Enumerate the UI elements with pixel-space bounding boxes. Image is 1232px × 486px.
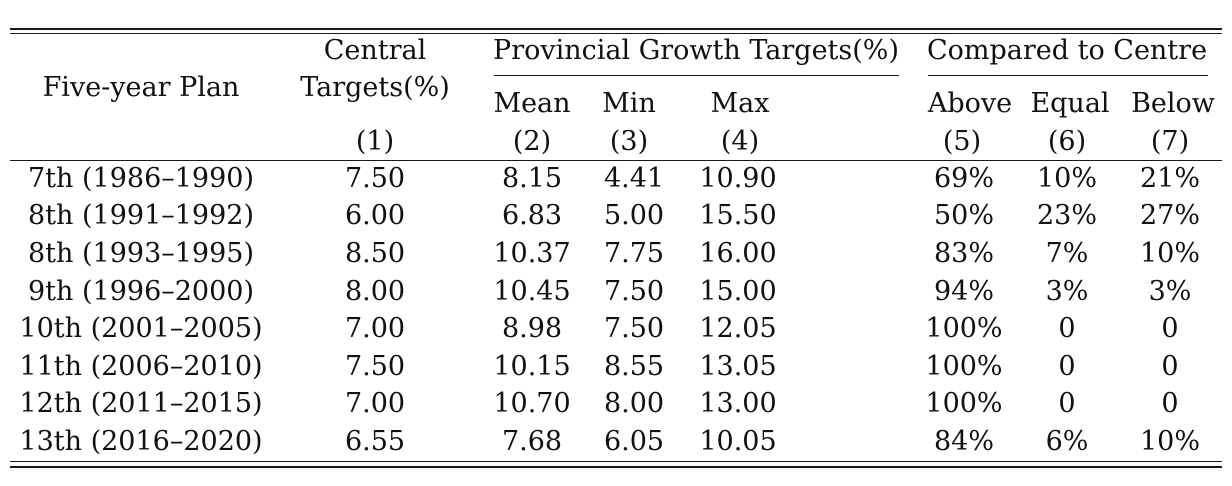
header-col3: (3) xyxy=(609,126,649,157)
cell-max: 10.05 xyxy=(699,426,777,457)
cell-equal: 10% xyxy=(1036,163,1098,194)
cell-equal: 23% xyxy=(1036,200,1098,231)
cell-central: 6.55 xyxy=(344,426,406,457)
cell-equal: 3% xyxy=(1045,276,1089,307)
cell-min: 8.00 xyxy=(603,388,665,419)
cell-max: 15.00 xyxy=(699,276,777,307)
cell-above: 100% xyxy=(925,313,1003,344)
header-provincial: Provincial Growth Targets(%) xyxy=(493,35,899,66)
header-col6: (6) xyxy=(1047,126,1087,157)
cell-max: 13.05 xyxy=(699,351,777,382)
header-col1: (1) xyxy=(355,126,395,157)
header-mean: Mean xyxy=(493,88,571,119)
cell-min: 7.50 xyxy=(603,313,665,344)
cell-below: 0 xyxy=(1161,313,1179,344)
cell-central: 7.50 xyxy=(344,163,406,194)
cell-min: 7.75 xyxy=(603,238,665,269)
cell-equal: 0 xyxy=(1058,351,1076,382)
cell-central: 7.00 xyxy=(344,388,406,419)
cell-below: 0 xyxy=(1161,388,1179,419)
header-rule xyxy=(10,160,1222,161)
cell-plan: 11th (2006–2010) xyxy=(19,351,263,382)
cell-plan: 9th (1996–2000) xyxy=(28,276,254,307)
cell-mean: 8.98 xyxy=(501,313,563,344)
cell-min: 8.55 xyxy=(603,351,665,382)
header-plan: Five-year Plan xyxy=(42,72,240,103)
cell-central: 6.00 xyxy=(344,200,406,231)
cell-plan: 8th (1991–1992) xyxy=(28,200,254,231)
cell-equal: 6% xyxy=(1045,426,1089,457)
cell-above: 83% xyxy=(933,238,995,269)
cell-mean: 10.45 xyxy=(493,276,571,307)
cell-max: 16.00 xyxy=(699,238,777,269)
header-min: Min xyxy=(602,88,656,119)
cell-below: 27% xyxy=(1139,200,1201,231)
header-compared: Compared to Centre xyxy=(926,35,1208,66)
cell-mean: 6.83 xyxy=(501,200,563,231)
cell-central: 7.50 xyxy=(344,351,406,382)
cell-mean: 7.68 xyxy=(501,426,563,457)
compared-spanner-rule xyxy=(928,75,1208,76)
cell-mean: 8.15 xyxy=(501,163,563,194)
provincial-spanner-rule xyxy=(494,75,899,76)
cell-max: 15.50 xyxy=(699,200,777,231)
cell-equal: 0 xyxy=(1058,388,1076,419)
cell-min: 5.00 xyxy=(603,200,665,231)
header-col5: (5) xyxy=(942,126,982,157)
cell-equal: 0 xyxy=(1058,313,1076,344)
cell-below: 21% xyxy=(1139,163,1201,194)
cell-mean: 10.70 xyxy=(493,388,571,419)
cell-plan: 10th (2001–2005) xyxy=(19,313,263,344)
header-central-line1: Central xyxy=(323,35,427,66)
cell-min: 4.41 xyxy=(603,163,665,194)
cell-max: 12.05 xyxy=(699,313,777,344)
cell-below: 10% xyxy=(1139,238,1201,269)
bottom-rule-outer xyxy=(10,466,1222,468)
cell-min: 7.50 xyxy=(603,276,665,307)
cell-max: 10.90 xyxy=(699,163,777,194)
cell-plan: 7th (1986–1990) xyxy=(28,163,254,194)
cell-above: 50% xyxy=(933,200,995,231)
cell-plan: 13th (2016–2020) xyxy=(19,426,263,457)
cell-min: 6.05 xyxy=(603,426,665,457)
cell-equal: 7% xyxy=(1045,238,1089,269)
bottom-rule xyxy=(10,461,1222,462)
cell-above: 69% xyxy=(933,163,995,194)
cell-central: 7.00 xyxy=(344,313,406,344)
cell-mean: 10.37 xyxy=(493,238,571,269)
header-col4: (4) xyxy=(720,126,760,157)
header-max: Max xyxy=(710,88,770,119)
cell-below: 3% xyxy=(1148,276,1192,307)
cell-plan: 12th (2011–2015) xyxy=(19,388,263,419)
cell-below: 0 xyxy=(1161,351,1179,382)
header-col2: (2) xyxy=(512,126,552,157)
cell-above: 100% xyxy=(925,351,1003,382)
cell-central: 8.50 xyxy=(344,238,406,269)
header-below: Below xyxy=(1131,88,1215,119)
cell-max: 13.00 xyxy=(699,388,777,419)
header-above: Above xyxy=(927,88,1013,119)
cell-plan: 8th (1993–1995) xyxy=(28,238,254,269)
cell-above: 100% xyxy=(925,388,1003,419)
cell-central: 8.00 xyxy=(344,276,406,307)
cell-below: 10% xyxy=(1139,426,1201,457)
top-rule xyxy=(10,28,1222,30)
cell-mean: 10.15 xyxy=(493,351,571,382)
header-equal: Equal xyxy=(1030,88,1110,119)
header-central-line2: Targets(%) xyxy=(300,72,450,103)
cell-above: 84% xyxy=(933,426,995,457)
top-rule-inner xyxy=(10,33,1222,34)
header-col7: (7) xyxy=(1150,126,1190,157)
cell-above: 94% xyxy=(933,276,995,307)
